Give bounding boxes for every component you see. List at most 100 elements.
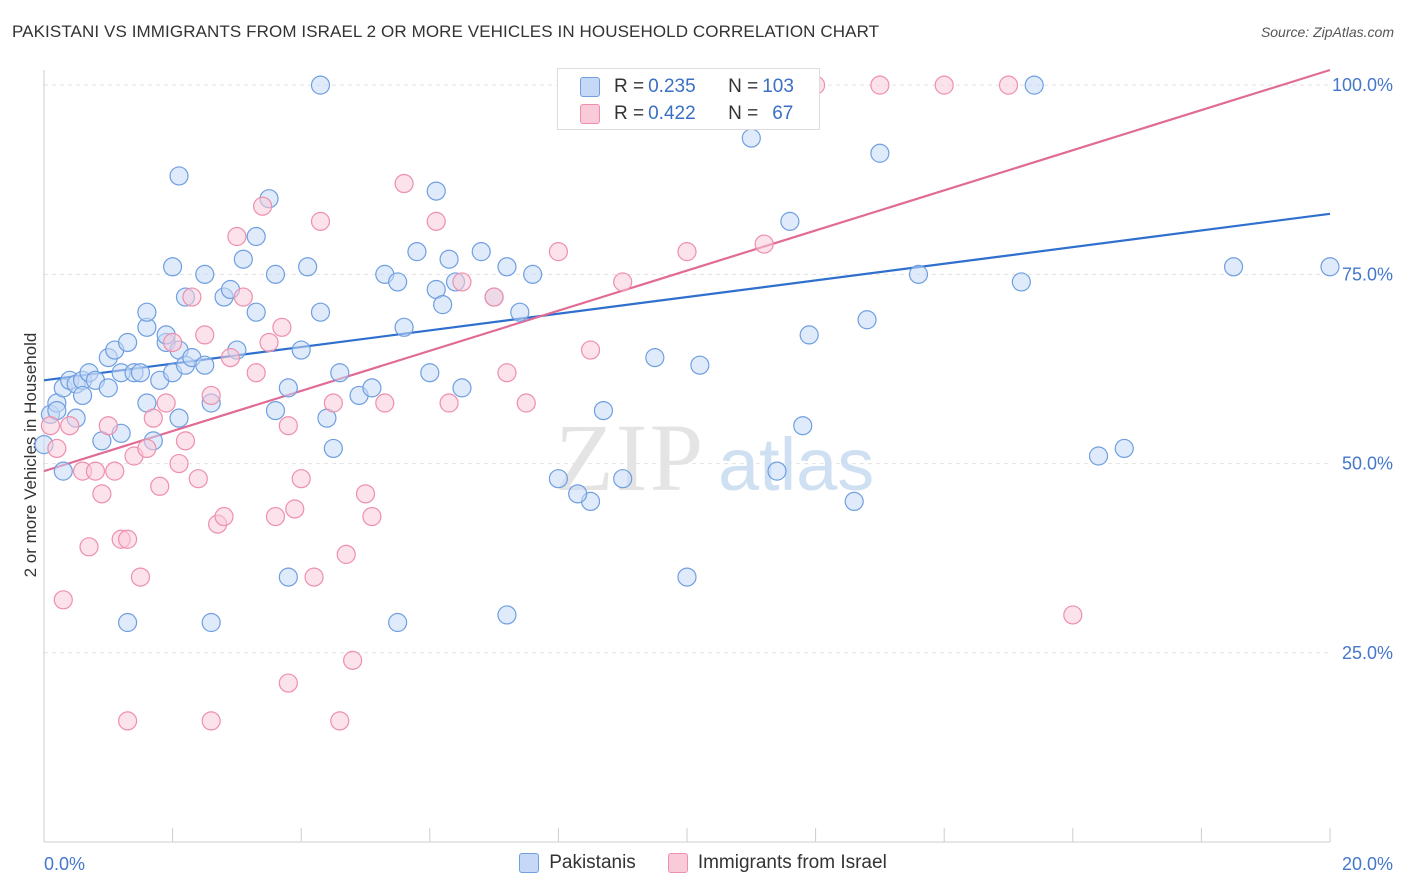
- point-pakistanis: [233, 249, 253, 269]
- point-pakistanis: [278, 567, 298, 587]
- legend-item-israel: Immigrants from Israel: [667, 852, 887, 874]
- point-pakistanis: [844, 491, 864, 512]
- point-israel: [182, 287, 202, 307]
- chart-title: PAKISTANI VS IMMIGRANTS FROM ISRAEL 2 OR…: [12, 22, 880, 41]
- point-israel: [580, 340, 601, 360]
- point-israel: [272, 317, 292, 337]
- point-israel: [214, 506, 234, 527]
- point-pakistanis: [433, 295, 453, 315]
- point-israel: [47, 438, 67, 459]
- legend-r-label: R =: [614, 76, 645, 97]
- legend-r-value: 0.235: [648, 76, 696, 97]
- point-israel: [188, 469, 208, 489]
- axes: [43, 70, 1331, 843]
- point-pakistanis: [1011, 272, 1031, 292]
- point-israel: [117, 711, 138, 731]
- point-israel: [330, 711, 350, 731]
- point-israel: [143, 408, 163, 428]
- point-pakistanis: [130, 363, 151, 383]
- point-pakistanis: [72, 385, 93, 406]
- y-tick-label: 50.0%: [1342, 454, 1393, 474]
- point-israel: [426, 211, 446, 231]
- point-pakistanis: [394, 317, 414, 337]
- point-israel: [259, 332, 279, 353]
- point-israel: [323, 393, 343, 413]
- legend-swatch-pink: [580, 104, 600, 124]
- legend-row-pakistanis: R = 0.235 N = 103: [580, 74, 794, 100]
- point-israel: [355, 484, 376, 504]
- point-pakistanis: [169, 408, 189, 428]
- point-israel: [1063, 605, 1083, 625]
- tick-labels: 25.0% 50.0% 75.0% 100.0% 0.0% 20.0%: [44, 75, 1393, 874]
- y-tick-label: 75.0%: [1342, 264, 1393, 284]
- legend-n-label: N =: [728, 103, 759, 124]
- x-tick-label: 20.0%: [1342, 854, 1393, 874]
- point-pakistanis: [388, 612, 408, 633]
- point-pakistanis: [420, 363, 440, 383]
- trend-lines: [43, 68, 1331, 473]
- point-pakistanis: [137, 302, 157, 322]
- point-israel: [754, 234, 774, 254]
- point-pakistanis: [362, 378, 382, 398]
- point-israel: [998, 75, 1019, 95]
- point-pakistanis: [908, 264, 929, 284]
- point-israel: [98, 416, 118, 436]
- legend-item-pakistanis: Pakistanis: [519, 852, 636, 874]
- point-pakistanis: [857, 310, 877, 330]
- data-points: [34, 75, 1340, 731]
- point-israel: [163, 332, 183, 353]
- point-pakistanis: [767, 461, 787, 481]
- point-pakistanis: [471, 242, 491, 262]
- point-pakistanis: [439, 249, 459, 269]
- point-israel: [201, 711, 221, 731]
- point-israel: [484, 287, 504, 307]
- point-israel: [40, 416, 61, 436]
- legend-r-label: R =: [614, 103, 645, 124]
- point-pakistanis: [265, 264, 286, 284]
- point-pakistanis: [1088, 446, 1109, 466]
- point-israel: [278, 673, 298, 693]
- point-pakistanis: [298, 257, 318, 277]
- point-israel: [677, 242, 697, 262]
- legend-row-israel: R = 0.422 N = 67: [580, 101, 793, 127]
- point-pakistanis: [497, 605, 517, 625]
- point-israel: [934, 75, 954, 95]
- point-israel: [362, 506, 382, 527]
- point-pakistanis: [195, 264, 215, 284]
- point-israel: [201, 385, 221, 406]
- point-israel: [336, 544, 356, 564]
- point-pakistanis: [510, 302, 530, 322]
- legend-n-label: N =: [728, 76, 759, 97]
- point-israel: [278, 416, 298, 436]
- point-israel: [265, 506, 286, 527]
- point-israel: [137, 438, 157, 459]
- point-pakistanis: [407, 242, 427, 262]
- watermark-atlas: atlas: [718, 423, 874, 506]
- series-legend: Pakistanis Immigrants from Israel: [0, 852, 1406, 874]
- point-pakistanis: [265, 400, 286, 421]
- point-pakistanis: [201, 612, 221, 633]
- stats-legend: R = 0.235 N = 103 R = 0.422 N = 67: [557, 68, 820, 130]
- point-israel: [497, 363, 517, 383]
- point-pakistanis: [870, 143, 890, 163]
- point-israel: [310, 211, 331, 231]
- point-israel: [246, 363, 266, 383]
- point-israel: [169, 453, 189, 474]
- point-israel: [375, 393, 395, 413]
- legend-label-israel: Immigrants from Israel: [697, 852, 887, 873]
- legend-n-value: 103: [762, 76, 794, 97]
- point-pakistanis: [690, 355, 710, 375]
- point-israel: [92, 484, 112, 504]
- legend-swatch-blue: [519, 853, 540, 873]
- point-israel: [233, 287, 253, 307]
- legend-label-pakistanis: Pakistanis: [549, 852, 636, 873]
- watermark: ZIP atlas: [555, 404, 874, 511]
- point-israel: [175, 431, 196, 451]
- trendline-pakistanis: [43, 212, 1331, 382]
- legend-swatch-blue: [580, 77, 600, 97]
- point-israel: [227, 226, 247, 247]
- point-israel: [394, 173, 414, 194]
- point-pakistanis: [741, 128, 761, 148]
- point-pakistanis: [291, 340, 311, 360]
- point-pakistanis: [799, 325, 819, 345]
